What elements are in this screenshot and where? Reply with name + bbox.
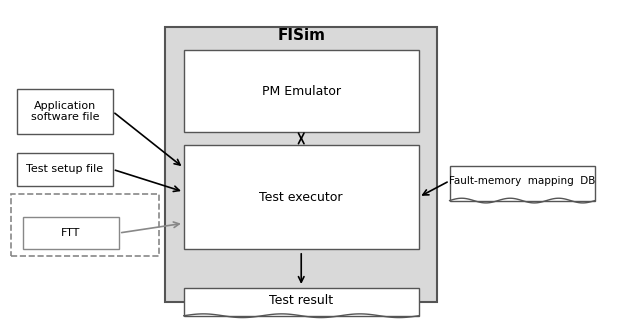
FancyBboxPatch shape bbox=[17, 153, 112, 186]
FancyBboxPatch shape bbox=[17, 89, 112, 134]
Text: FTT: FTT bbox=[61, 228, 81, 238]
Text: Test executor: Test executor bbox=[260, 190, 343, 204]
Text: Test result: Test result bbox=[269, 294, 333, 307]
FancyBboxPatch shape bbox=[23, 217, 119, 249]
Text: Application
software file: Application software file bbox=[30, 101, 99, 122]
FancyBboxPatch shape bbox=[450, 166, 595, 201]
FancyBboxPatch shape bbox=[184, 145, 419, 249]
Text: FISim: FISim bbox=[277, 28, 325, 43]
Text: PM Emulator: PM Emulator bbox=[261, 85, 341, 98]
FancyBboxPatch shape bbox=[184, 289, 419, 316]
FancyBboxPatch shape bbox=[165, 28, 437, 301]
Text: Fault-memory  mapping  DB: Fault-memory mapping DB bbox=[449, 176, 596, 186]
FancyBboxPatch shape bbox=[184, 50, 419, 132]
Text: Test setup file: Test setup file bbox=[26, 164, 103, 174]
